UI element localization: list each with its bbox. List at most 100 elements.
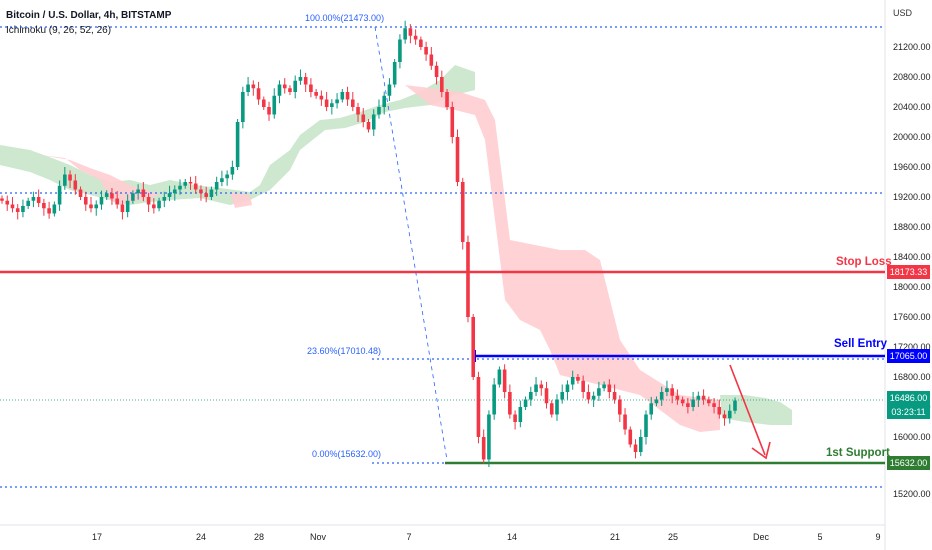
candle-body: [675, 395, 680, 400]
candle-body: [293, 80, 297, 92]
candle-body: [387, 84, 392, 96]
candle-body: [371, 114, 376, 130]
candle-body: [366, 122, 371, 130]
candle-body: [670, 388, 674, 396]
candle-body: [335, 99, 339, 104]
candle-body: [424, 47, 428, 55]
y-tick-label: 18000.00: [893, 282, 931, 292]
candle-body: [230, 167, 235, 175]
candle-body: [733, 400, 737, 411]
fib-bottom-label: 0.00%(15632.00): [312, 449, 382, 459]
candle-body: [523, 399, 528, 407]
chart-header: Bitcoin / U.S. Dollar, 4h, BITSTAMP Ichi…: [6, 8, 171, 38]
candle-body: [78, 189, 83, 197]
y-tick-label: 19600.00: [893, 162, 931, 172]
stop-loss-price-tag: 18173.33: [887, 265, 930, 279]
currency-label: USD: [893, 8, 913, 18]
candle-body: [476, 377, 481, 437]
candle-body: [508, 392, 512, 415]
candle-body: [10, 204, 15, 209]
candle-body: [377, 107, 381, 115]
candle-body: [324, 99, 329, 107]
y-tick-label: 17600.00: [893, 312, 931, 322]
candle-body: [246, 84, 250, 92]
candle-body: [340, 92, 345, 100]
y-tick-label: 21200.00: [893, 42, 931, 52]
bearish-arrow-head: [751, 441, 771, 460]
candle-body: [539, 384, 544, 389]
candle-body: [413, 35, 418, 40]
candle-body: [392, 62, 397, 85]
candle-body: [628, 429, 633, 445]
candle-body: [141, 189, 146, 197]
candle-body: [178, 185, 182, 190]
cloud-area: [230, 192, 252, 208]
countdown-tag: 03:23:11: [887, 405, 930, 419]
candle-body: [665, 388, 669, 392]
candle-body: [586, 392, 591, 400]
x-tick-label: Nov: [309, 532, 327, 542]
candle-body: [152, 204, 156, 209]
candle-body: [701, 395, 706, 400]
candle-body: [597, 388, 601, 396]
candle-body: [607, 384, 612, 392]
candle-body: [83, 197, 88, 205]
x-tick-label: Dec: [752, 532, 770, 542]
candle-body: [131, 193, 135, 201]
fib-trend-line: [374, 26, 448, 461]
candle-body: [602, 384, 606, 389]
candle-body: [183, 182, 188, 186]
candle-body: [146, 197, 151, 205]
candle-body: [440, 77, 444, 92]
candle-body: [534, 384, 538, 392]
candle-body: [136, 189, 140, 194]
candle-body: [220, 178, 224, 182]
candle-body: [560, 392, 565, 400]
candle-body: [204, 193, 208, 197]
fib-mid-label: 23.60%(17010.48): [307, 346, 382, 356]
candle-body: [429, 54, 434, 66]
candle-body: [42, 203, 46, 209]
candle-body: [518, 407, 523, 422]
y-tick-label: 18800.00: [893, 222, 931, 232]
support-label: 1st Support: [826, 447, 890, 459]
candle-body: [565, 384, 570, 392]
current-price-tag: 16486.00: [887, 391, 930, 405]
candle-body: [696, 395, 701, 400]
candle-body: [403, 28, 407, 40]
candle-body: [382, 95, 387, 107]
x-tick-label: 21: [609, 532, 621, 542]
y-tick-label: 18400.00: [893, 252, 931, 262]
candle-body: [120, 204, 125, 212]
candle-body: [110, 193, 114, 199]
candle-body: [47, 208, 51, 214]
x-tick-label: 25: [667, 532, 679, 542]
candle-body: [73, 180, 78, 190]
candle-body: [309, 84, 313, 92]
candle-body: [549, 403, 554, 415]
candle-body: [722, 414, 727, 419]
x-tick-label: 24: [195, 532, 207, 542]
candle-body: [570, 377, 575, 385]
candle-body: [398, 39, 402, 62]
candle-body: [235, 122, 240, 167]
y-tick-label: 20000.00: [893, 132, 931, 142]
indicator-label: Ichimoku (9, 26, 52, 26): [6, 25, 112, 36]
candle-body: [267, 107, 271, 115]
candle-body: [487, 414, 491, 460]
candle-body: [581, 380, 585, 392]
candle-body: [5, 200, 10, 205]
candle-body: [434, 65, 439, 77]
candle-body: [0, 198, 4, 201]
y-tick-label: 16000.00: [893, 432, 931, 442]
candle-body: [576, 377, 580, 381]
y-tick-label: 16800.00: [893, 372, 931, 382]
x-tick-label: 9: [875, 532, 881, 542]
candle-body: [356, 107, 360, 115]
candle-body: [471, 317, 476, 377]
candle-body: [707, 399, 711, 404]
x-tick-label: 7: [406, 532, 412, 542]
candle-body: [157, 200, 161, 209]
candle-body: [544, 388, 549, 404]
